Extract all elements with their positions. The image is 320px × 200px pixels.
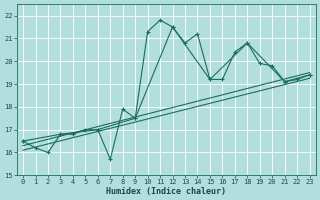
- X-axis label: Humidex (Indice chaleur): Humidex (Indice chaleur): [106, 187, 226, 196]
